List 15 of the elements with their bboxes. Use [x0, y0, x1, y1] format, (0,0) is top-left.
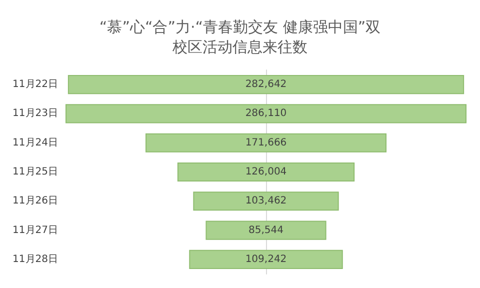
category-label: 11月28日 [12, 254, 58, 265]
data-label: 85,544 [248, 224, 284, 236]
category-label: 11月24日 [12, 137, 58, 148]
category-label: 11月26日 [12, 196, 58, 207]
data-label: 286,110 [245, 108, 287, 120]
data-label: 103,462 [245, 196, 287, 207]
category-label: 11月23日 [12, 108, 58, 120]
data-label: 126,004 [245, 166, 287, 178]
category-label: 11月25日 [12, 166, 58, 178]
data-label: 171,666 [245, 137, 287, 148]
data-label: 282,642 [245, 79, 287, 90]
text: “慕”心“合”力·“青春勤交友 健康强中国”双校区活动信息来往数 [99, 18, 381, 56]
category-label: 11月22日 [12, 79, 58, 90]
category-label: 11月27日 [12, 224, 58, 236]
data-label: 109,242 [245, 254, 287, 265]
